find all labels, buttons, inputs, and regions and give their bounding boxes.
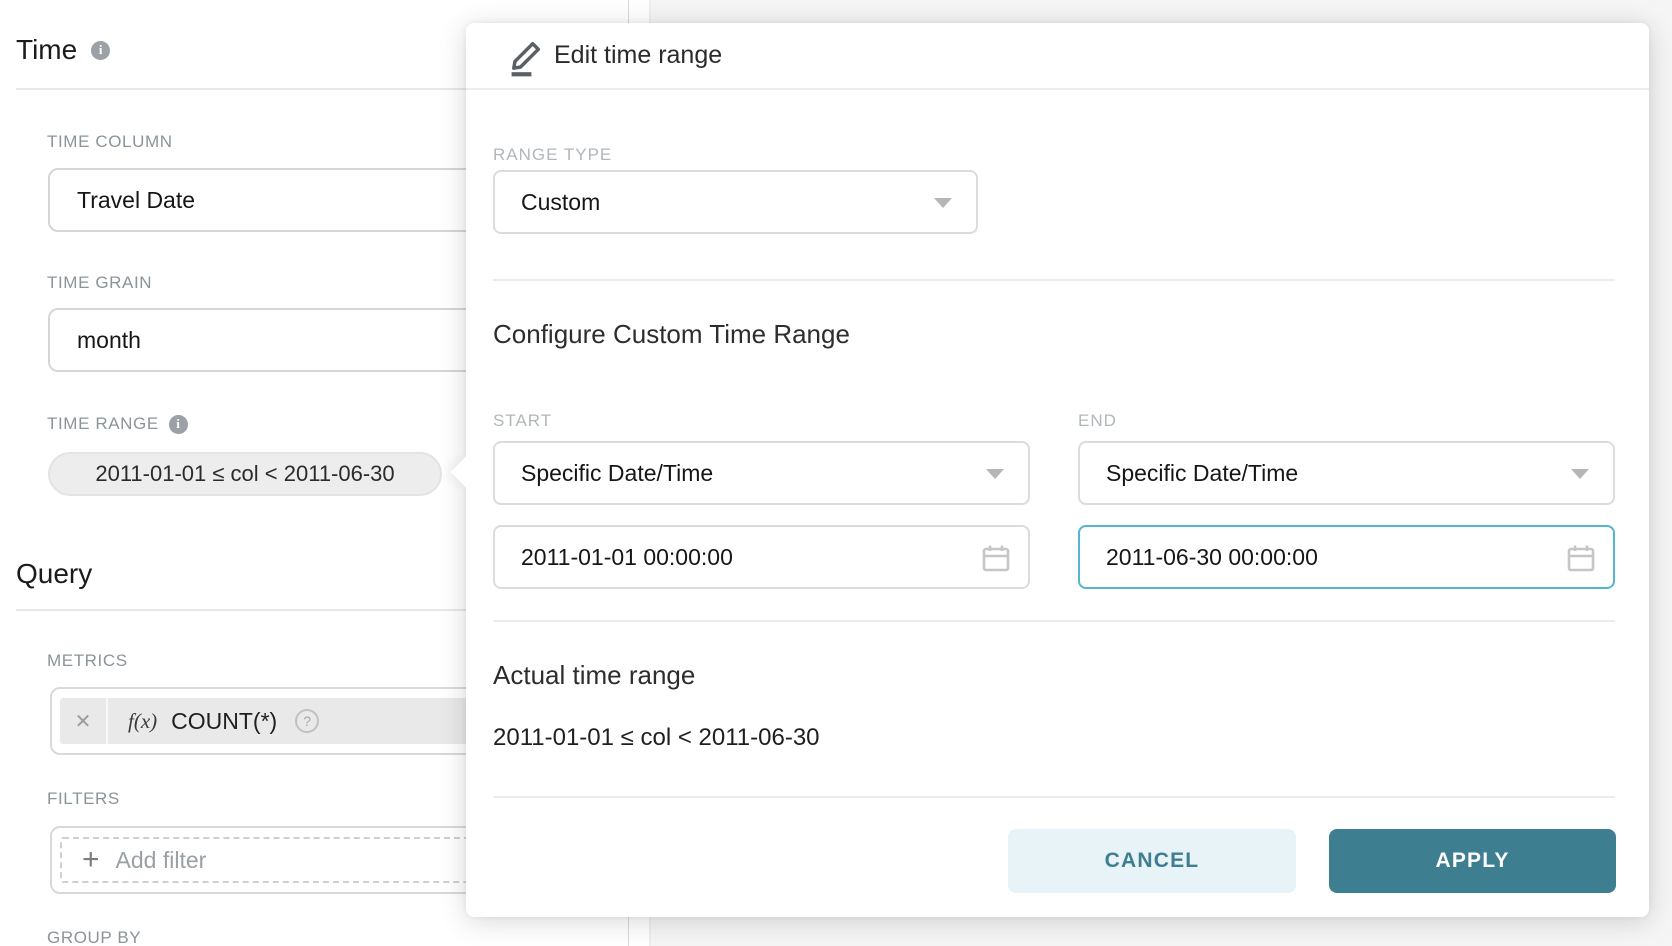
section-divider bbox=[16, 609, 628, 611]
remove-metric-icon[interactable]: ✕ bbox=[60, 698, 108, 744]
range-type-select[interactable]: Custom bbox=[493, 170, 978, 234]
chevron-down-icon bbox=[1571, 469, 1589, 479]
actual-time-range-heading: Actual time range bbox=[493, 660, 696, 690]
range-type-label: RANGE TYPE bbox=[493, 145, 613, 164]
filters-label: FILTERS bbox=[47, 789, 120, 808]
popover-title: Edit time range bbox=[554, 41, 723, 69]
metric-name: COUNT(*) bbox=[171, 707, 278, 734]
time-range-pill[interactable]: 2011-01-01 ≤ col < 2011-06-30 bbox=[48, 452, 442, 496]
range-type-value: Custom bbox=[521, 188, 601, 215]
time-section-title-text: Time bbox=[16, 34, 78, 65]
pencil-edit-icon bbox=[504, 36, 546, 83]
time-range-label: TIME RANGE i bbox=[47, 414, 188, 434]
group-by-label: GROUP BY bbox=[47, 928, 142, 946]
chevron-down-icon bbox=[986, 469, 1004, 479]
time-range-pill-text: 2011-01-01 ≤ col < 2011-06-30 bbox=[95, 461, 395, 486]
actual-time-range-value: 2011-01-01 ≤ col < 2011-06-30 bbox=[493, 724, 820, 751]
metric-help-icon: ? bbox=[295, 709, 320, 733]
time-section-title: Time i bbox=[16, 34, 111, 66]
calendar-icon[interactable] bbox=[980, 542, 1012, 579]
popover-header: Edit time range bbox=[466, 23, 1649, 90]
time-range-label-text: TIME RANGE bbox=[47, 414, 159, 433]
query-section-title-text: Query bbox=[16, 558, 93, 589]
chevron-down-icon bbox=[934, 198, 952, 208]
plus-icon: + bbox=[82, 843, 100, 876]
metrics-label: METRICS bbox=[47, 651, 128, 670]
time-column-value: Travel Date bbox=[77, 186, 196, 213]
start-mode-value: Specific Date/Time bbox=[521, 459, 714, 486]
fx-icon: f(x) bbox=[128, 708, 158, 733]
popover-divider bbox=[493, 620, 1615, 622]
edit-time-range-popover: Edit time range RANGE TYPE Custom Config… bbox=[450, 23, 1649, 917]
end-mode-select[interactable]: Specific Date/Time bbox=[1078, 441, 1615, 505]
time-column-label: TIME COLUMN bbox=[47, 132, 173, 151]
start-label: START bbox=[493, 411, 553, 430]
configure-heading: Configure Custom Time Range bbox=[493, 319, 850, 349]
section-divider bbox=[16, 88, 628, 90]
end-label: END bbox=[1078, 411, 1117, 430]
add-filter-label: Add filter bbox=[115, 846, 207, 873]
end-datetime-input[interactable] bbox=[1078, 525, 1615, 589]
start-mode-select[interactable]: Specific Date/Time bbox=[493, 441, 1030, 505]
query-section-title: Query bbox=[16, 558, 92, 590]
info-icon: i bbox=[91, 40, 111, 60]
end-mode-value: Specific Date/Time bbox=[1106, 459, 1299, 486]
time-grain-value: month bbox=[77, 326, 141, 353]
calendar-icon[interactable] bbox=[1565, 542, 1597, 579]
start-datetime-input[interactable] bbox=[493, 525, 1030, 589]
cancel-button[interactable]: CANCEL bbox=[1008, 829, 1296, 893]
info-icon: i bbox=[168, 414, 188, 434]
apply-button[interactable]: APPLY bbox=[1329, 829, 1616, 893]
popover-divider bbox=[493, 279, 1615, 281]
popover-divider bbox=[493, 796, 1615, 798]
add-filter-button[interactable]: + Add filter bbox=[60, 837, 592, 883]
time-grain-label: TIME GRAIN bbox=[47, 273, 153, 292]
